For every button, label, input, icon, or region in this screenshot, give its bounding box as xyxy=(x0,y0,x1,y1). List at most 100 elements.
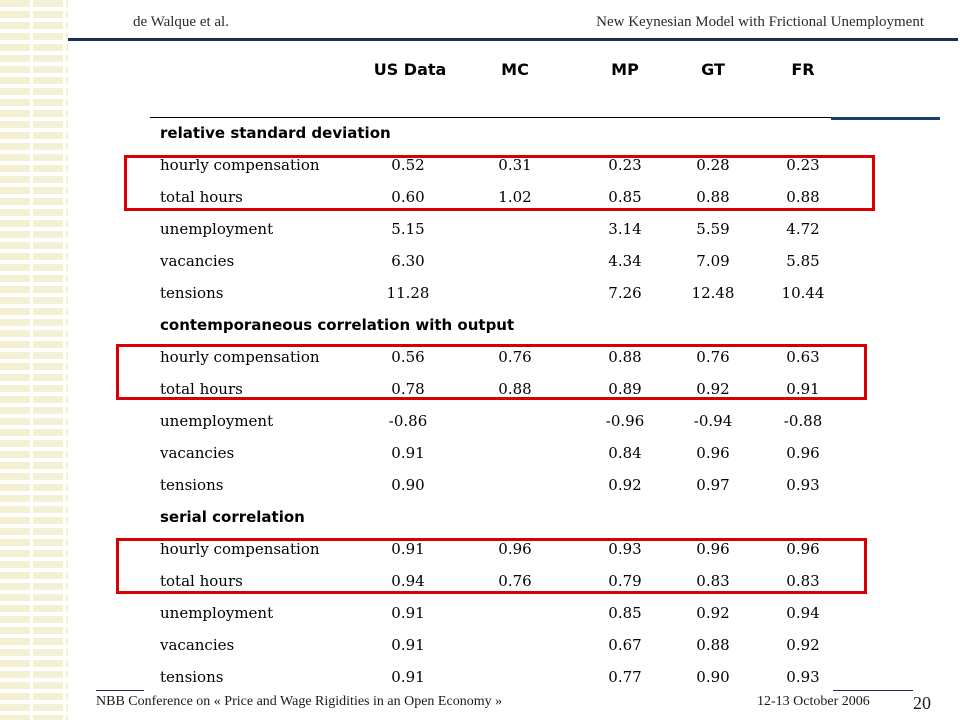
table-cell: 7.09 xyxy=(696,252,730,270)
header-rule xyxy=(68,38,958,41)
highlight-box-relative-std xyxy=(124,155,875,211)
row-label: total hours xyxy=(160,188,243,206)
table-cell: 0.96 xyxy=(786,444,820,462)
column-header: MC xyxy=(501,60,529,79)
table-cell: 0.85 xyxy=(608,604,642,622)
column-header: FR xyxy=(791,60,815,79)
table-cell: 0.92 xyxy=(608,476,642,494)
table-cell: 0.88 xyxy=(696,188,730,206)
table-cell: 0.89 xyxy=(608,380,642,398)
row-label: total hours xyxy=(160,380,243,398)
row-label: total hours xyxy=(160,572,243,590)
table-cell: 0.94 xyxy=(391,572,425,590)
table-cell: 0.56 xyxy=(391,348,425,366)
table-cell: 0.23 xyxy=(786,156,820,174)
table-cell: 0.31 xyxy=(498,156,532,174)
section-label: contemporaneous correlation with output xyxy=(160,316,515,334)
section-label: relative standard deviation xyxy=(160,124,391,142)
table-cell: 0.92 xyxy=(786,636,820,654)
page-number: 20 xyxy=(913,693,931,713)
table-cell: 0.96 xyxy=(498,540,532,558)
table-cell: 0.77 xyxy=(608,668,642,686)
table-top-rule xyxy=(150,117,831,118)
table-cell: 7.26 xyxy=(608,284,642,302)
table-cell: 11.28 xyxy=(386,284,430,302)
column-header: MP xyxy=(611,60,639,79)
table-cell: -0.96 xyxy=(605,412,645,430)
table-cell: 0.84 xyxy=(608,444,642,462)
table-cell: 0.85 xyxy=(608,188,642,206)
row-label: hourly compensation xyxy=(160,540,320,558)
table-cell: 0.96 xyxy=(696,444,730,462)
table-cell: 5.85 xyxy=(786,252,820,270)
row-label: unemployment xyxy=(160,220,274,238)
highlight-box-serial xyxy=(116,538,867,594)
section-label: serial correlation xyxy=(160,508,305,526)
table-cell: -0.88 xyxy=(783,412,823,430)
table-cell: 0.63 xyxy=(786,348,820,366)
row-label: hourly compensation xyxy=(160,156,320,174)
table-cell: 0.91 xyxy=(391,604,425,622)
row-label: vacancies xyxy=(160,252,235,270)
table-cell: 0.67 xyxy=(608,636,642,654)
table-cell: 0.88 xyxy=(696,636,730,654)
header-author: de Walque et al. xyxy=(133,14,229,30)
row-label: unemployment xyxy=(160,412,274,430)
table-cell: 0.88 xyxy=(608,348,642,366)
table-cell: 6.30 xyxy=(391,252,425,270)
table-cell: 0.76 xyxy=(696,348,730,366)
table-cell: 0.96 xyxy=(786,540,820,558)
header-title: New Keynesian Model with Frictional Unem… xyxy=(596,14,924,30)
row-label: tensions xyxy=(160,668,224,686)
table-cell: -0.86 xyxy=(388,412,428,430)
table-cell: 0.96 xyxy=(696,540,730,558)
row-label: tensions xyxy=(160,476,224,494)
table-cell: 0.92 xyxy=(696,604,730,622)
table-cell: 5.59 xyxy=(696,220,730,238)
row-label: vacancies xyxy=(160,444,235,462)
table-cell: 0.88 xyxy=(786,188,820,206)
table-cell: 0.23 xyxy=(608,156,642,174)
table-cell: 0.83 xyxy=(696,572,730,590)
table-cell: 0.92 xyxy=(696,380,730,398)
table-cell: 0.28 xyxy=(696,156,730,174)
highlight-box-correlation xyxy=(116,344,867,400)
footer-rule-right xyxy=(833,690,913,691)
footer-rule-left xyxy=(96,690,144,691)
table-cell: 5.15 xyxy=(391,220,425,238)
table-cell: 0.90 xyxy=(696,668,730,686)
table-cell: 0.91 xyxy=(391,668,425,686)
table-cell: 0.93 xyxy=(608,540,642,558)
table-cell: -0.94 xyxy=(693,412,733,430)
row-label: hourly compensation xyxy=(160,348,320,366)
table-cell: 10.44 xyxy=(781,284,825,302)
table-cell: 0.93 xyxy=(786,668,820,686)
row-label: unemployment xyxy=(160,604,274,622)
table-cell: 3.14 xyxy=(608,220,642,238)
row-label: vacancies xyxy=(160,636,235,654)
table-cell: 0.78 xyxy=(391,380,425,398)
table-cell: 0.91 xyxy=(391,636,425,654)
row-label: tensions xyxy=(160,284,224,302)
table-cell: 12.48 xyxy=(691,284,735,302)
footer-date: 12-13 October 2006 xyxy=(757,694,870,709)
table-cell: 4.34 xyxy=(608,252,642,270)
table-cell: 0.79 xyxy=(608,572,642,590)
accent-rule xyxy=(831,117,940,120)
table-cell: 0.91 xyxy=(391,540,425,558)
table-cell: 0.60 xyxy=(391,188,425,206)
table-cell: 0.94 xyxy=(786,604,820,622)
table-cell: 0.91 xyxy=(786,380,820,398)
table-cell: 0.83 xyxy=(786,572,820,590)
table-cell: 1.02 xyxy=(498,188,532,206)
table-cell: 0.90 xyxy=(391,476,425,494)
column-header: GT xyxy=(701,60,725,79)
left-decorative-stripes xyxy=(0,0,68,720)
table-cell: 0.76 xyxy=(498,348,532,366)
table-cell: 0.88 xyxy=(498,380,532,398)
column-header: US Data xyxy=(373,60,447,79)
table-cell: 0.97 xyxy=(696,476,730,494)
table-cell: 0.52 xyxy=(391,156,425,174)
table-cell: 0.91 xyxy=(391,444,425,462)
